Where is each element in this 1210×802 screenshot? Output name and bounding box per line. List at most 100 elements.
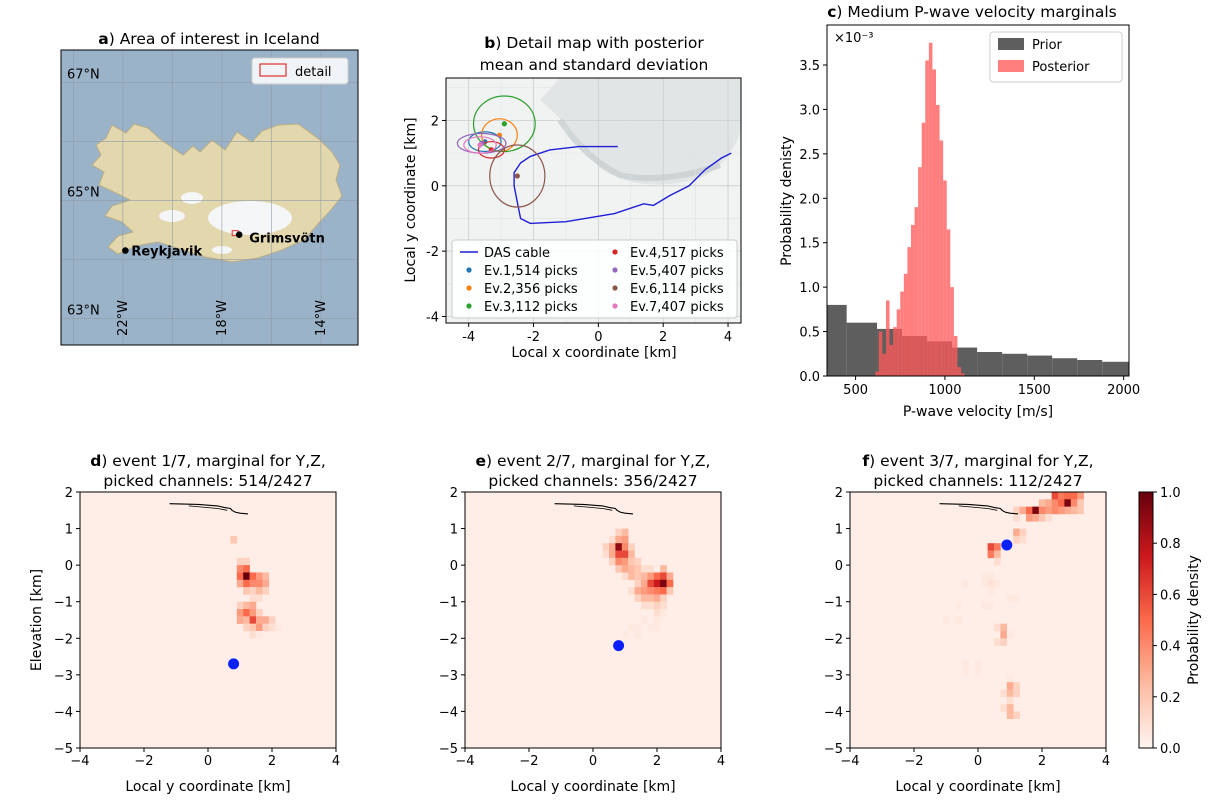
- heatmap-cell: [647, 572, 655, 581]
- heatmap-background: [465, 492, 721, 748]
- heatmap-cell: [962, 660, 969, 668]
- heatmap-cell: [256, 616, 263, 624]
- heatmap-cell: [1013, 535, 1020, 544]
- heatmap-background: [850, 492, 1106, 748]
- heatmap-cell: [1000, 704, 1008, 712]
- y-tick-label: −2: [439, 632, 458, 647]
- y-tick-label: −1: [824, 596, 843, 611]
- posterior-bar: [925, 60, 929, 376]
- posterior-bar: [946, 229, 951, 376]
- x-tick-label: 4: [724, 330, 732, 345]
- heatmap-cell: [256, 630, 263, 639]
- event-mean-point: [477, 142, 483, 148]
- heatmap-cell: [249, 616, 257, 624]
- y-tick-label: 2: [431, 114, 439, 129]
- heatmap-cell: [653, 572, 661, 581]
- colorbar-ticks: 0.0 0.2 0.4 0.6 0.8 1.0: [1153, 486, 1181, 757]
- prior-bar: [977, 352, 1003, 376]
- heatmap-cell: [1070, 492, 1078, 500]
- place-marker: [235, 231, 243, 238]
- panel-a-title: a) Area of interest in Iceland: [98, 30, 319, 48]
- colorbar-tick-label: 1.0: [1160, 486, 1181, 501]
- x-tick-label: 500: [843, 383, 868, 398]
- posterior-bar: [907, 247, 911, 376]
- colorbar: 0.0 0.2 0.4 0.6 0.8 1.0 Probability density: [1138, 486, 1202, 757]
- heatmap-cell: [1000, 638, 1008, 646]
- posterior-bar: [939, 140, 944, 376]
- posterior-bar: [936, 104, 940, 377]
- heatmap-cell: [249, 601, 257, 610]
- heatmap-cell: [1026, 506, 1033, 515]
- heatmap-cell: [666, 587, 674, 595]
- heatmap-cell: [641, 601, 648, 610]
- y-tick-label: −3: [439, 669, 458, 684]
- heatmap-cell: [1051, 499, 1059, 507]
- heatmap-cell: [647, 623, 655, 632]
- heatmap-cell: [653, 579, 661, 588]
- legend-label: Ev.3,112 picks: [484, 300, 578, 315]
- y-tick-label: 2: [835, 486, 843, 501]
- y-tick-label: 1: [835, 523, 843, 538]
- panel-a-iceland-map: a) Area of interest in Iceland detail Re…: [60, 30, 359, 346]
- heatmap-cell: [1006, 674, 1014, 683]
- longitude-label: 14°W: [314, 300, 329, 336]
- panel-a-title-text: ) Area of interest in Iceland: [109, 30, 320, 48]
- heatmap-cell: [653, 594, 661, 603]
- heatmap-cell: [1070, 506, 1078, 515]
- legend-swatch: [998, 60, 1024, 72]
- heatmap-cell: [955, 616, 963, 624]
- panel-b-ticks: -4 -2 0 2 4 -4 -2 0 2: [426, 114, 732, 345]
- x-tick-label: -2: [527, 330, 540, 345]
- cable-projection-branch: [573, 505, 613, 511]
- heatmap-cell: [647, 594, 655, 603]
- heatmap-cell: [1006, 704, 1014, 712]
- hofsjokull-glacier: [181, 192, 203, 204]
- true-location-marker: [1001, 539, 1013, 551]
- heatmap-cell: [243, 557, 250, 566]
- x-tick-label: 1000: [928, 383, 961, 398]
- posterior-bar: [882, 353, 886, 376]
- event-std-ellipse: [463, 136, 497, 154]
- heatmap-cell: [621, 572, 629, 581]
- heatmap-background: [80, 492, 336, 748]
- prior-bar: [1052, 358, 1078, 376]
- heatmap-cell: [955, 601, 963, 610]
- heatmap-xlabel: Local y coordinate [km]: [895, 779, 1060, 795]
- x-tick-label: 0: [589, 754, 597, 769]
- latitude-labels: 67°N 65°N 63°N: [67, 67, 100, 318]
- heatmap-cell: [243, 623, 250, 632]
- heatmap-cell: [1077, 499, 1084, 507]
- panel-b-title-line1: b) Detail map with posterior: [484, 34, 704, 52]
- heatmap-cell: [236, 557, 244, 566]
- heatmap-cell: [1038, 506, 1046, 515]
- heatmap-cell: [641, 572, 648, 581]
- y-tick-label: 2: [450, 486, 458, 501]
- legend-point-swatch: [612, 249, 618, 255]
- heatmap-cell: [249, 587, 257, 595]
- heatmap-cell: [666, 579, 674, 588]
- heatmap-cell: [609, 543, 616, 551]
- heatmap-cell: [1013, 513, 1020, 522]
- y-tick-label: 0: [835, 559, 843, 574]
- terrain-shading: [540, 78, 741, 185]
- y-tick-label: −2: [54, 632, 73, 647]
- heatmap-cell: [1064, 492, 1072, 500]
- x-tick-label: −2: [519, 754, 538, 769]
- prior-bar: [1102, 361, 1129, 376]
- heatmap-cell: [1058, 506, 1065, 515]
- heatmap-cell: [962, 667, 969, 676]
- heatmap-cell: [1051, 492, 1059, 500]
- heatmap-cell: [628, 572, 635, 581]
- heatmap-cell: [249, 572, 257, 581]
- heatmap-cell: [262, 579, 270, 588]
- y-tick-label: −5: [439, 742, 458, 757]
- cable-projection: [554, 503, 634, 515]
- heatmap-cell: [1013, 594, 1020, 603]
- legend-point-swatch: [612, 303, 618, 309]
- heatmap-cell: [256, 587, 263, 595]
- heatmap-cell: [615, 528, 623, 537]
- heatmap-cell: [243, 601, 250, 610]
- y-tick-label: −4: [439, 705, 458, 720]
- heatmap-cell: [615, 557, 623, 566]
